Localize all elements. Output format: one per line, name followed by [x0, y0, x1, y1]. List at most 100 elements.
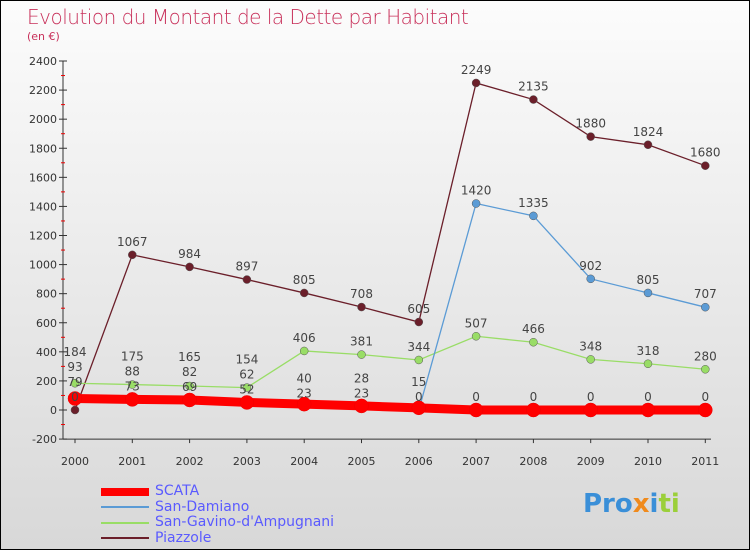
x-tick-label: 2005 — [348, 455, 376, 468]
data-label: 318 — [637, 344, 660, 358]
data-label: 1824 — [633, 125, 664, 139]
data-label: 40 — [297, 372, 312, 386]
y-tick-label: 1600 — [29, 171, 57, 184]
data-point — [70, 405, 80, 415]
data-point — [299, 288, 309, 298]
y-tick-label: 2400 — [29, 55, 57, 68]
data-label: 82 — [182, 365, 197, 379]
legend-item: San-Gavino-d'Ampugnani — [101, 514, 335, 531]
data-label: 62 — [239, 367, 254, 381]
legend-label: San-Damiano — [155, 498, 250, 515]
data-point — [471, 199, 481, 208]
x-tick-label: 2003 — [233, 455, 261, 468]
data-label: 0 — [530, 390, 538, 404]
data-label: 23 — [354, 387, 369, 401]
x-tick-label: 2001 — [118, 455, 146, 468]
data-point — [701, 302, 710, 312]
y-tick-label: 1400 — [29, 200, 57, 213]
legend-label: San-Gavino-d'Ampugnani — [155, 514, 335, 530]
legend-swatch — [101, 506, 149, 509]
data-point — [67, 391, 83, 406]
x-tick-label: 2002 — [176, 455, 204, 468]
data-label: 2249 — [461, 63, 492, 77]
data-label: 897 — [235, 260, 258, 274]
data-point — [643, 288, 653, 298]
data-label: 52 — [239, 382, 254, 396]
data-point — [128, 250, 137, 260]
legend-item: SCATA — [101, 483, 334, 500]
data-point — [128, 380, 137, 389]
legend-swatch — [101, 521, 149, 524]
data-label: 466 — [522, 322, 545, 336]
data-point — [242, 275, 252, 284]
data-label: 73 — [125, 379, 140, 393]
data-point — [299, 346, 309, 356]
data-label: 707 — [694, 287, 717, 301]
y-tick-label: 1000 — [29, 259, 57, 272]
data-label: 1420 — [461, 184, 492, 198]
data-label: 805 — [637, 273, 660, 287]
data-point — [125, 392, 140, 407]
data-label: 605 — [407, 302, 430, 316]
x-tick-label: 2004 — [290, 455, 318, 468]
data-label: 1880 — [575, 117, 606, 131]
y-tick-label: 2200 — [29, 84, 57, 97]
legend: SCATA San-Damiano San-Gavino-d'Ampugnani Pi… — [101, 483, 335, 546]
y-tick-label: 200 — [36, 375, 57, 388]
data-label: 165 — [178, 350, 201, 364]
data-label: 708 — [350, 287, 373, 301]
data-point — [357, 302, 366, 312]
x-tick-label: 2000 — [61, 455, 89, 468]
data-point — [411, 400, 427, 416]
data-label: 15 — [411, 375, 426, 389]
data-point — [182, 392, 197, 408]
series-line-San-Damiano — [74, 202, 706, 411]
data-point — [643, 359, 653, 369]
y-tick-label: 0 — [50, 404, 57, 417]
legend-item: San-Damiano — [101, 498, 334, 516]
data-label: 69 — [182, 380, 197, 394]
data-label: 348 — [579, 339, 602, 353]
data-label: 93 — [67, 360, 82, 374]
legend-label: SCATA — [155, 483, 200, 499]
data-label: 805 — [293, 273, 316, 287]
series-line-SCATA — [74, 394, 706, 415]
y-tick-label: 400 — [36, 346, 57, 359]
data-label: 88 — [125, 364, 140, 378]
data-point — [70, 378, 80, 388]
data-point — [586, 132, 595, 141]
chart-subtitle: (en €) — [27, 30, 60, 43]
data-label: 1680 — [690, 146, 721, 160]
y-tick-label: -200 — [32, 433, 57, 446]
data-label: 2135 — [518, 80, 549, 94]
data-label: 0 — [415, 390, 423, 404]
data-label: 507 — [465, 316, 488, 330]
data-label: 184 — [64, 345, 87, 359]
data-point — [526, 402, 541, 418]
proxiti-logo: Proxiti — [583, 489, 680, 519]
data-point — [529, 337, 538, 347]
legend-swatch — [101, 537, 149, 540]
data-point — [468, 402, 484, 418]
data-point — [701, 365, 710, 374]
data-point — [698, 402, 713, 418]
data-label: 344 — [407, 340, 430, 354]
data-point — [357, 350, 366, 359]
data-label: 79 — [67, 375, 82, 389]
data-point — [701, 161, 710, 170]
data-point — [185, 381, 194, 391]
data-point — [296, 396, 312, 412]
data-point — [471, 332, 481, 341]
x-tick-label: 2007 — [462, 455, 490, 468]
x-tick-label: 2011 — [691, 455, 719, 468]
y-tick-label: 1800 — [29, 142, 57, 155]
data-point — [185, 262, 194, 272]
data-label: 280 — [694, 349, 717, 363]
y-tick-label: 600 — [36, 317, 57, 330]
data-label: 0 — [701, 390, 709, 404]
data-label: 23 — [297, 387, 312, 401]
data-label: 902 — [579, 259, 602, 273]
legend-swatch — [101, 487, 149, 496]
data-point — [414, 317, 424, 327]
